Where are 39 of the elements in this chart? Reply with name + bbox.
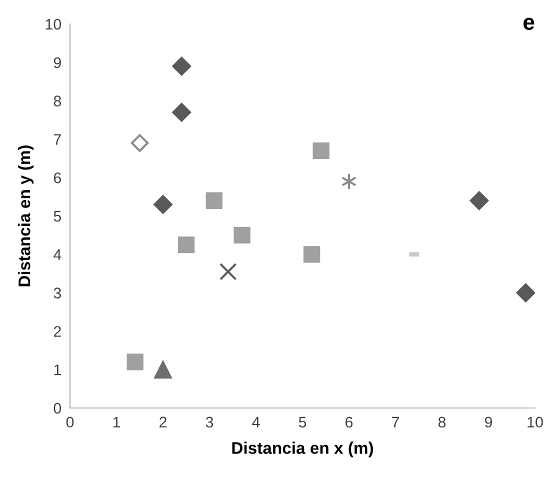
x-tick-label: 9 [484,416,492,428]
y-tick-label: 9 [54,57,61,68]
y-tick-label: 4 [54,249,62,260]
y-tick-label: 5 [54,211,62,222]
x-tick-label: 3 [206,416,214,428]
point [206,192,222,209]
x-tick-label: 7 [392,416,399,428]
x-tick-label: 4 [252,416,260,428]
point [303,246,320,263]
point [312,142,330,160]
y-tick-label: 3 [54,288,61,298]
point [130,134,149,152]
x-tick-label: 1 [113,416,120,428]
y-tick-label: 2 [54,326,61,337]
point [154,360,172,379]
chart-title: e [524,18,534,30]
x-axis-title: Distancia en x (m) [232,442,373,458]
point [178,236,195,254]
point [126,354,144,370]
y-tick-label: 0 [54,402,62,414]
x-tick-label: 0 [66,416,74,428]
point [470,191,489,210]
y-tick-label: 7 [54,134,61,145]
x-tick-label: 8 [438,416,446,428]
point [516,283,535,302]
point [172,56,192,76]
point [234,226,250,244]
y-axis-title: Distancia en y (m) [18,146,34,286]
y-tick-label: 8 [54,96,62,106]
x-tick-label: 10 [528,416,543,428]
y-tick-label: 6 [54,172,61,184]
x-tick-label: 5 [298,416,306,428]
x-tick-label: 6 [346,416,353,428]
point [172,102,192,122]
y-tick-label: 10 [46,18,62,30]
x-tick-label: 2 [160,416,166,428]
point [219,262,237,280]
y-tick-label: 1 [54,364,61,376]
point [153,194,173,214]
